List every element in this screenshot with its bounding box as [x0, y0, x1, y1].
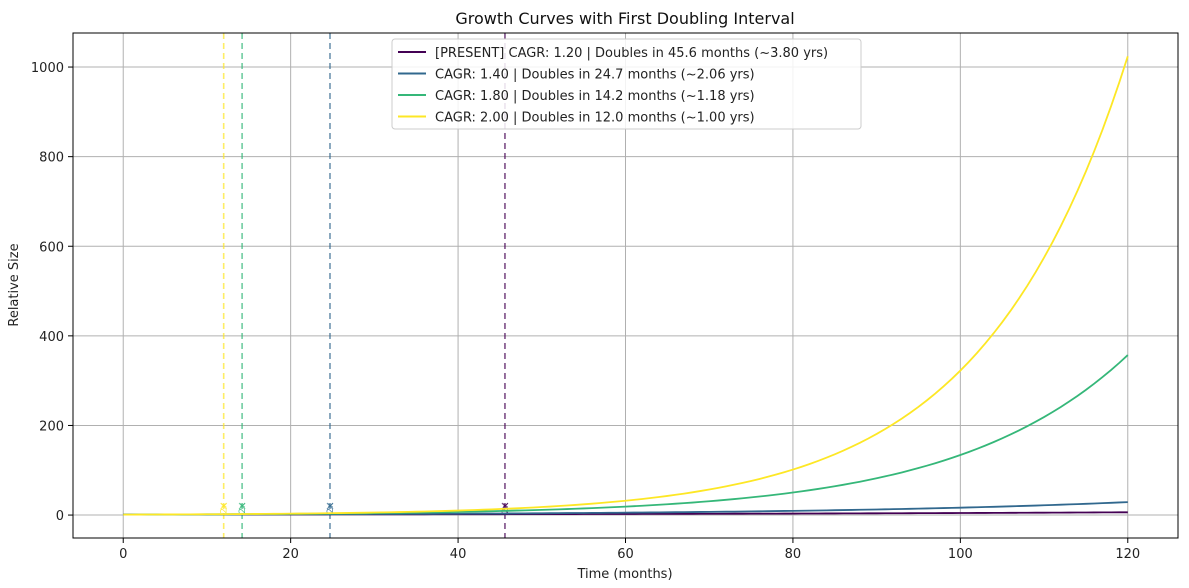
y-tick-label: 1000 — [31, 61, 64, 76]
doubling-marker-label: 2x — [220, 502, 230, 514]
y-tick-label: 200 — [39, 419, 64, 434]
y-tick-label: 0 — [56, 509, 64, 524]
x-axis-title: Time (months) — [576, 567, 672, 582]
x-tick-label: 60 — [617, 547, 634, 562]
x-tick-label: 20 — [282, 547, 299, 562]
y-tick-label: 800 — [39, 151, 64, 166]
doubling-marker-label: 2x — [238, 502, 248, 514]
x-tick-label: 100 — [948, 547, 973, 562]
doubling-point-marker — [220, 502, 228, 510]
doubling-marker-label: 2x — [326, 502, 336, 514]
doubling-marker-label: 2x — [501, 502, 511, 514]
series-line-4 — [123, 56, 1129, 516]
x-tick-label: 80 — [785, 547, 802, 562]
x-tick-label: 0 — [119, 547, 127, 562]
y-axis: 0 200 400 600 800 1000 — [31, 61, 73, 524]
x-axis: 0 20 40 60 80 100 120 — [119, 538, 1140, 562]
chart-title: Growth Curves with First Doubling Interv… — [455, 9, 794, 28]
y-tick-label: 600 — [39, 240, 64, 255]
series-lines — [123, 56, 1129, 516]
legend-entry: CAGR: 1.80 | Doubles in 14.2 months (~1.… — [435, 89, 755, 104]
y-tick-label: 400 — [39, 330, 64, 345]
legend-entry: [PRESENT] CAGR: 1.20 | Doubles in 45.6 m… — [435, 46, 828, 61]
x-tick-label: 120 — [1115, 547, 1140, 562]
y-axis-title: Relative Size — [7, 243, 22, 326]
doubling-point-marker — [326, 502, 334, 510]
x-tick-label: 40 — [450, 547, 467, 562]
doubling-point-marker — [238, 502, 246, 510]
legend-entry: CAGR: 1.40 | Doubles in 24.7 months (~2.… — [435, 68, 755, 83]
legend-entry: CAGR: 2.00 | Doubles in 12.0 months (~1.… — [435, 111, 755, 126]
legend-box — [391, 38, 862, 130]
legend: [PRESENT] CAGR: 1.20 | Doubles in 45.6 m… — [391, 38, 862, 130]
